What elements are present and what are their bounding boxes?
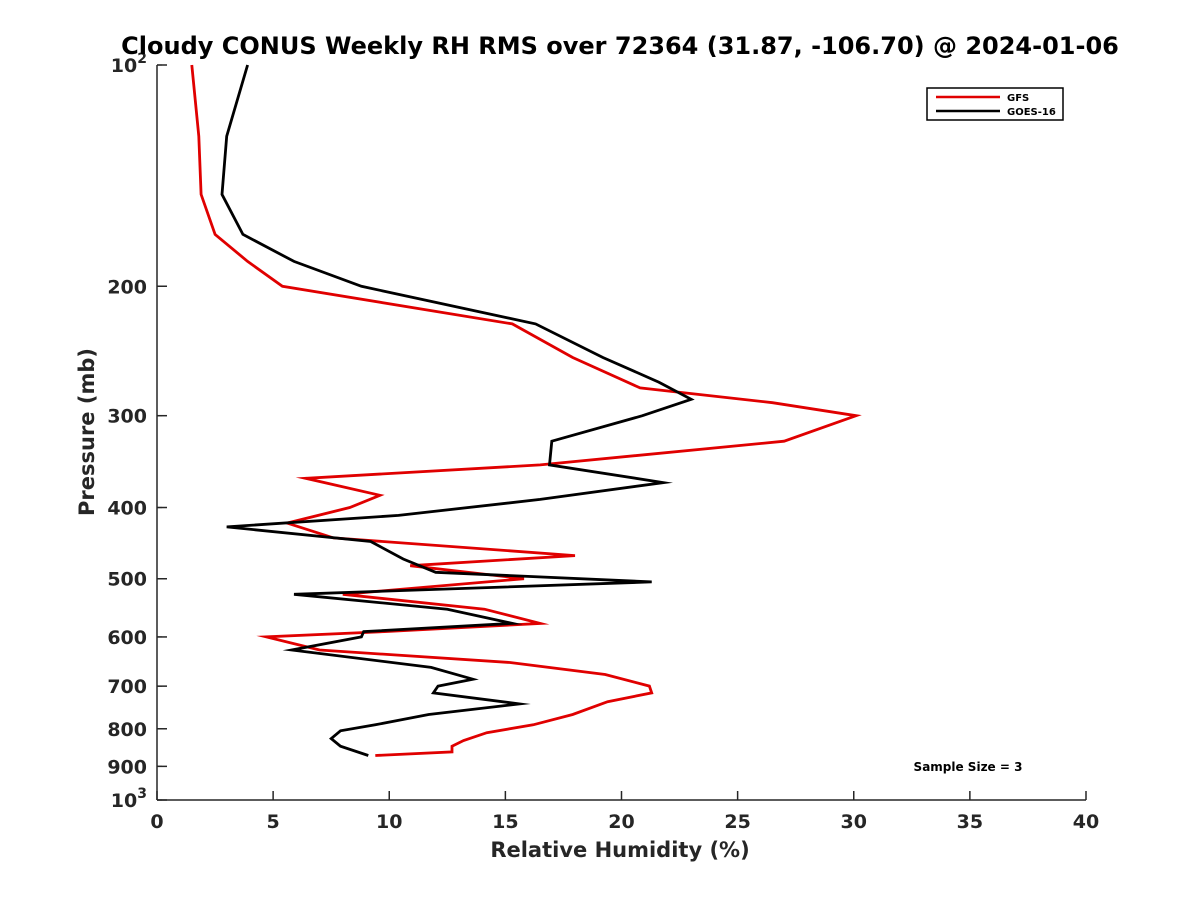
series-line-goes-16 — [220, 64, 695, 757]
x-tick-label: 0 — [150, 811, 163, 833]
x-tick-label: 35 — [957, 811, 983, 833]
x-axis-label: Relative Humidity (%) — [490, 838, 749, 862]
y-tick-label: 200 — [107, 276, 147, 298]
y-tick-label: 800 — [107, 719, 147, 741]
y-tick-label: 700 — [107, 676, 147, 698]
y-axis-label: Pressure (mb) — [75, 348, 99, 516]
y-tick-label: 103 — [111, 786, 147, 812]
x-tick-label: 10 — [376, 811, 402, 833]
chart-title: Cloudy CONUS Weekly RH RMS over 72364 (3… — [121, 32, 1119, 60]
y-tick-label: 500 — [107, 569, 147, 591]
series-layer — [190, 64, 862, 757]
x-tick-label: 25 — [724, 811, 750, 833]
x-tick-label: 20 — [608, 811, 634, 833]
legend-label-gfs: GFS — [1007, 93, 1029, 104]
legend-box — [926, 87, 1064, 121]
y-axis: 102 200 300 400 500 600 700 800 900 103 — [107, 51, 167, 812]
x-tick-label: 40 — [1073, 811, 1099, 833]
x-tick-label: 30 — [841, 811, 867, 833]
x-axis: 0 5 10 15 20 25 30 35 40 — [150, 791, 1099, 833]
y-tick-label: 900 — [107, 756, 147, 778]
y-tick-label: 300 — [107, 406, 147, 428]
plot-area — [156, 65, 1086, 801]
series-line-gfs — [190, 64, 862, 757]
legend-label-goes16: GOES-16 — [1007, 107, 1056, 118]
x-tick-label: 15 — [492, 811, 518, 833]
y-tick-label: 400 — [107, 498, 147, 520]
sample-size-annotation: Sample Size = 3 — [914, 760, 1023, 774]
y-tick-label: 102 — [111, 51, 147, 77]
y-tick-label: 600 — [107, 627, 147, 649]
x-tick-label: 5 — [267, 811, 280, 833]
legend: GFS GOES-16 — [926, 87, 1064, 121]
